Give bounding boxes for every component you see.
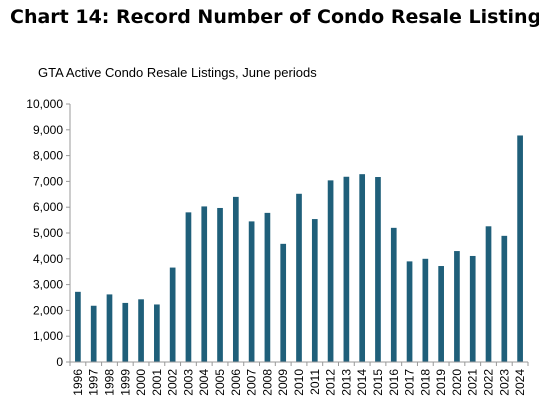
bar [185, 212, 192, 362]
x-tick-label: 2011 [308, 369, 322, 395]
bar [485, 226, 492, 362]
x-tick-label: 2024 [513, 369, 527, 396]
bar [138, 299, 144, 362]
y-axis: 0 1,000 2,000 3,000 4,000 5,000 6,000 7,000 8,00… [26, 97, 71, 369]
bar [501, 235, 508, 362]
bar [406, 261, 413, 362]
x-tick-label: 2013 [339, 369, 353, 396]
y-tick-label: 7,000 [33, 174, 63, 188]
x-tick-label: 2021 [466, 369, 480, 396]
x-tick-label: 2007 [245, 369, 259, 396]
bar [438, 266, 444, 362]
y-tick-label: 10,000 [26, 97, 63, 111]
y-tick-label: 8,000 [33, 149, 63, 163]
x-tick-label: 2015 [371, 369, 385, 396]
bar [248, 221, 255, 362]
bar [375, 177, 381, 362]
bar [217, 207, 223, 362]
bar [469, 255, 476, 362]
y-tick-label: 1,000 [33, 329, 63, 343]
x-tick-label: 1998 [102, 369, 116, 396]
x-tick-label: 2000 [134, 369, 148, 396]
bar [327, 180, 334, 362]
bar [122, 302, 129, 362]
x-tick-label: 2001 [150, 369, 164, 396]
x-tick-label: 2022 [482, 369, 496, 396]
bar [106, 294, 113, 362]
x-tick-label: 2002 [166, 369, 180, 396]
y-tick-label: 2,000 [33, 303, 63, 317]
chart-subtitle: GTA Active Condo Resale Listings, June p… [38, 65, 317, 80]
x-tick-label: 2003 [181, 369, 195, 396]
x-tick-label: 2016 [387, 369, 401, 396]
bar [311, 219, 318, 362]
x-tick-label: 2014 [355, 369, 369, 396]
bar [232, 196, 239, 362]
bar [280, 243, 287, 362]
x-tick-label: 1997 [87, 369, 101, 396]
bar [154, 304, 160, 362]
y-tick-label: 4,000 [33, 252, 63, 266]
x-tick-label: 2009 [276, 369, 290, 396]
bars [75, 135, 523, 362]
y-tick-label: 0 [56, 355, 63, 369]
bar [517, 135, 523, 362]
x-tick-label: 2006 [229, 369, 243, 396]
x-tick-label: 2017 [403, 369, 417, 396]
bar [264, 212, 271, 362]
y-tick-label: 6,000 [33, 200, 63, 214]
y-tick-label: 3,000 [33, 278, 63, 292]
y-tick-label: 9,000 [33, 123, 63, 137]
x-tick-label: 2005 [213, 369, 227, 396]
x-tick-label: 2023 [497, 369, 511, 396]
y-tick-label: 5,000 [33, 226, 63, 240]
x-axis: 1996 1997 1998 1999 2000 2001 2002 2003 2004 2005… [69, 361, 529, 396]
bar [296, 193, 302, 362]
bar [90, 305, 97, 362]
bar [201, 206, 208, 362]
chart-title: Chart 14: Record Number of Condo Resale … [10, 6, 539, 28]
bar [359, 174, 366, 362]
x-tick-label: 2020 [450, 369, 464, 396]
x-tick-label: 2008 [260, 369, 274, 396]
bar [169, 267, 176, 362]
x-tick-label: 2012 [324, 369, 338, 396]
bar [454, 251, 460, 362]
x-tick-label: 2010 [292, 369, 306, 396]
x-tick-label: 1996 [71, 369, 85, 396]
x-tick-label: 2019 [434, 369, 448, 396]
x-tick-label: 1999 [118, 369, 132, 396]
x-tick-label: 2018 [418, 369, 432, 396]
bar [422, 258, 429, 362]
bar [343, 176, 350, 362]
x-tick-label: 2004 [197, 369, 211, 396]
bar [75, 291, 81, 362]
bar [390, 227, 397, 362]
